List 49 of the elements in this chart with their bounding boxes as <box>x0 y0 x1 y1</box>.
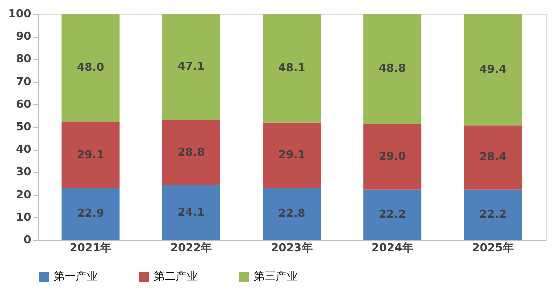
y-tick-label: 0 <box>24 234 32 246</box>
bar <box>464 190 522 240</box>
y-tick-label: 70 <box>16 75 32 88</box>
bar <box>263 122 321 188</box>
bar <box>162 14 220 120</box>
data-label: 49.4 <box>480 62 508 76</box>
bar <box>364 190 422 240</box>
data-label: 29.1 <box>77 148 104 162</box>
bar <box>464 126 522 190</box>
data-label: 48.8 <box>379 62 406 76</box>
bar <box>464 14 522 126</box>
bar <box>364 124 422 190</box>
x-tick-label: 2024年 <box>372 242 414 254</box>
x-tick-label: 2025年 <box>472 242 514 254</box>
data-label: 48.1 <box>278 61 306 74</box>
bar <box>263 188 321 240</box>
data-label: 24.1 <box>178 206 205 219</box>
y-tick-label: 100 <box>8 8 32 20</box>
y-tick-label: 80 <box>16 52 32 66</box>
bar <box>62 188 120 240</box>
y-tick-label: 10 <box>16 210 32 224</box>
data-label: 22.2 <box>379 208 406 221</box>
y-tick-label: 30 <box>16 166 32 179</box>
bar <box>364 14 422 124</box>
data-label: 22.8 <box>278 207 306 220</box>
y-tick-label: 90 <box>16 30 32 44</box>
y-tick-label: 50 <box>16 120 32 134</box>
legend-label: 第三产业 <box>254 270 298 283</box>
x-tick-label: 2021年 <box>70 242 112 254</box>
legend-label: 第一产业 <box>54 270 98 283</box>
y-tick-label: 40 <box>16 143 32 156</box>
x-tick-label: 2022年 <box>170 242 212 254</box>
data-label: 48.0 <box>77 61 105 74</box>
data-label: 29.1 <box>278 148 306 162</box>
data-label: 22.2 <box>480 208 507 221</box>
bar <box>162 120 220 186</box>
data-label: 28.8 <box>178 146 205 159</box>
data-label: 28.4 <box>480 150 508 164</box>
y-tick-label: 60 <box>16 98 32 111</box>
x-tick-label: 2023年 <box>271 242 313 254</box>
bar <box>263 14 321 123</box>
bar <box>62 14 120 122</box>
bar <box>162 186 220 240</box>
data-label: 47.1 <box>178 60 205 74</box>
legend-label: 第二产业 <box>154 270 198 283</box>
data-label: 22.9 <box>77 207 104 220</box>
y-tick-label: 20 <box>16 188 32 202</box>
bar <box>62 122 120 188</box>
data-label: 29.0 <box>379 150 407 164</box>
